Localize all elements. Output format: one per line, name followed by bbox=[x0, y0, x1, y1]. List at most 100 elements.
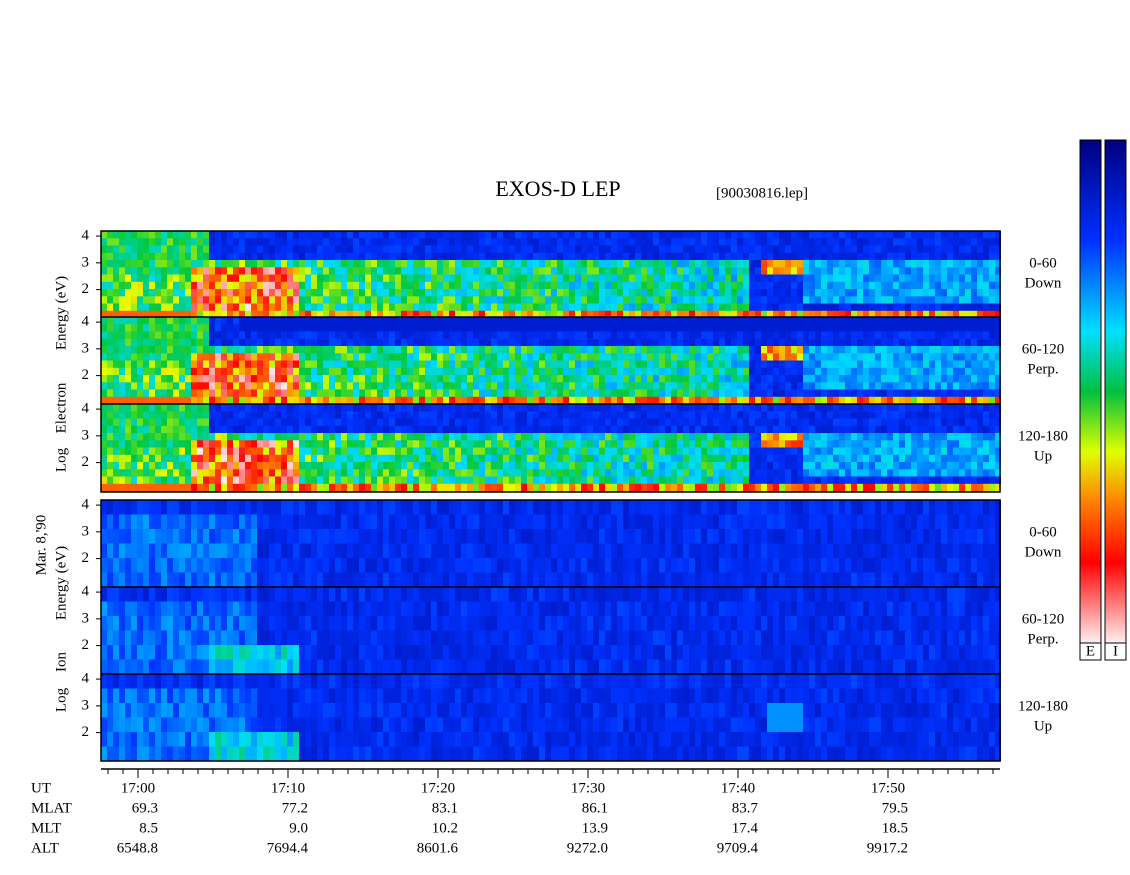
spectrogram-cell bbox=[539, 245, 545, 254]
spectrogram-cell bbox=[671, 375, 677, 383]
spectrogram-cell bbox=[659, 260, 665, 268]
spectrogram-cell bbox=[251, 252, 257, 261]
spectrogram-cell bbox=[557, 469, 563, 478]
spectrogram-cell bbox=[509, 375, 515, 383]
spectrogram-cell bbox=[863, 346, 869, 354]
spectrogram-cell bbox=[335, 274, 341, 283]
spectrogram-cell bbox=[113, 231, 119, 239]
spectrogram-cell bbox=[767, 404, 773, 412]
spectrogram-cell bbox=[251, 324, 257, 333]
spectrogram-cell bbox=[887, 389, 893, 398]
spectrogram-cell bbox=[341, 324, 347, 333]
spectrogram-cell bbox=[155, 382, 161, 391]
spectrogram-cell bbox=[431, 382, 437, 391]
spectrogram-cell bbox=[431, 267, 437, 276]
spectrogram-cell bbox=[257, 440, 263, 449]
spectrogram-cell bbox=[161, 238, 167, 247]
spectrogram-cell bbox=[749, 310, 755, 319]
spectrogram-cell bbox=[569, 324, 575, 333]
spectrogram-cell bbox=[329, 353, 335, 362]
spectrogram-cell bbox=[737, 353, 743, 362]
spectrogram-cell bbox=[869, 252, 875, 261]
spectrogram-cell bbox=[347, 418, 353, 427]
spectrogram-cell bbox=[473, 440, 479, 449]
spectrogram-cell bbox=[269, 310, 275, 319]
spectrogram-cell bbox=[677, 303, 683, 312]
spectrogram-cell bbox=[605, 331, 611, 340]
spectrogram-cell bbox=[467, 375, 473, 383]
spectrogram-cell bbox=[671, 476, 677, 485]
spectrogram-cell bbox=[281, 245, 287, 254]
spectrogram-cell bbox=[647, 483, 653, 492]
spectrogram-cell bbox=[287, 324, 293, 333]
spectrogram-cell bbox=[851, 267, 857, 276]
spectrogram-cell bbox=[791, 274, 797, 283]
spectrogram-cell bbox=[425, 238, 431, 247]
spectrogram-cell bbox=[425, 382, 431, 391]
spectrogram-cell bbox=[893, 382, 899, 391]
spectrogram-cell bbox=[263, 396, 269, 405]
spectrogram-cell bbox=[695, 382, 701, 391]
spectrogram-cell bbox=[125, 382, 131, 391]
spectrogram-cell bbox=[905, 281, 911, 290]
spectrogram-cell bbox=[371, 353, 377, 362]
spectrogram-cell bbox=[311, 389, 317, 398]
spectrogram-cell bbox=[581, 331, 587, 340]
spectrogram-cell bbox=[263, 447, 269, 456]
spectrogram-cell bbox=[329, 267, 335, 276]
spectrogram-cell bbox=[413, 418, 419, 427]
spectrogram-cell bbox=[623, 440, 629, 449]
spectrogram-cell bbox=[605, 317, 611, 325]
spectrogram-cell bbox=[983, 267, 989, 276]
spectrogram-cell bbox=[539, 454, 545, 463]
spectrogram-cell bbox=[449, 469, 455, 478]
spectrogram-cell bbox=[713, 469, 719, 478]
spectrogram-cell bbox=[389, 418, 395, 427]
spectrogram-cell bbox=[533, 231, 539, 239]
spectrogram-cell bbox=[785, 346, 791, 354]
spectrogram-cell bbox=[569, 245, 575, 254]
spectrogram-cell bbox=[473, 382, 479, 391]
spectrogram-cell bbox=[923, 396, 929, 405]
spectrogram-cell bbox=[581, 382, 587, 391]
spectrogram-cell bbox=[317, 382, 323, 391]
spectrogram-cell bbox=[569, 274, 575, 283]
spectrogram-cell bbox=[677, 317, 683, 325]
spectrogram-cell bbox=[419, 469, 425, 478]
spectrogram-cell bbox=[797, 252, 803, 261]
spectrogram-cell bbox=[443, 476, 449, 485]
spectrogram-cell bbox=[377, 252, 383, 261]
spectrogram-cell bbox=[197, 267, 203, 276]
spectrogram-cell bbox=[923, 338, 929, 347]
spectrogram-cell bbox=[713, 274, 719, 283]
spectrogram-cell bbox=[821, 310, 827, 319]
spectrogram-cell bbox=[377, 238, 383, 247]
spectrogram-cell bbox=[497, 483, 503, 492]
spectrogram-cell bbox=[383, 353, 389, 362]
spectrogram-cell bbox=[167, 231, 173, 239]
spectrogram-cell bbox=[203, 245, 209, 254]
spectrogram-cell bbox=[737, 476, 743, 485]
spectrogram-cell bbox=[629, 462, 635, 470]
spectrogram-cell bbox=[383, 260, 389, 268]
spectrogram-cell bbox=[461, 260, 467, 268]
spectrogram-cell bbox=[179, 447, 185, 456]
spectrogram-cell bbox=[767, 238, 773, 247]
spectrogram-cell bbox=[707, 303, 713, 312]
spectrogram-cell bbox=[809, 231, 815, 239]
spectrogram-cell bbox=[635, 367, 641, 376]
spectrogram-cell bbox=[971, 324, 977, 333]
spectrogram-cell bbox=[521, 338, 527, 347]
spectrogram-cell bbox=[827, 382, 833, 391]
spectrogram-cell bbox=[515, 267, 521, 276]
spectrogram-cell bbox=[119, 303, 125, 312]
spectrogram-cell bbox=[917, 296, 923, 305]
spectrogram-cell bbox=[755, 274, 761, 283]
spectrogram-cell bbox=[665, 260, 671, 268]
spectrogram-cell bbox=[149, 418, 155, 427]
spectrogram-cell bbox=[629, 396, 635, 405]
spectrogram-cell bbox=[599, 310, 605, 319]
spectrogram-cell bbox=[299, 411, 305, 420]
spectrogram-cell bbox=[497, 404, 503, 412]
spectrogram-cell bbox=[791, 296, 797, 305]
